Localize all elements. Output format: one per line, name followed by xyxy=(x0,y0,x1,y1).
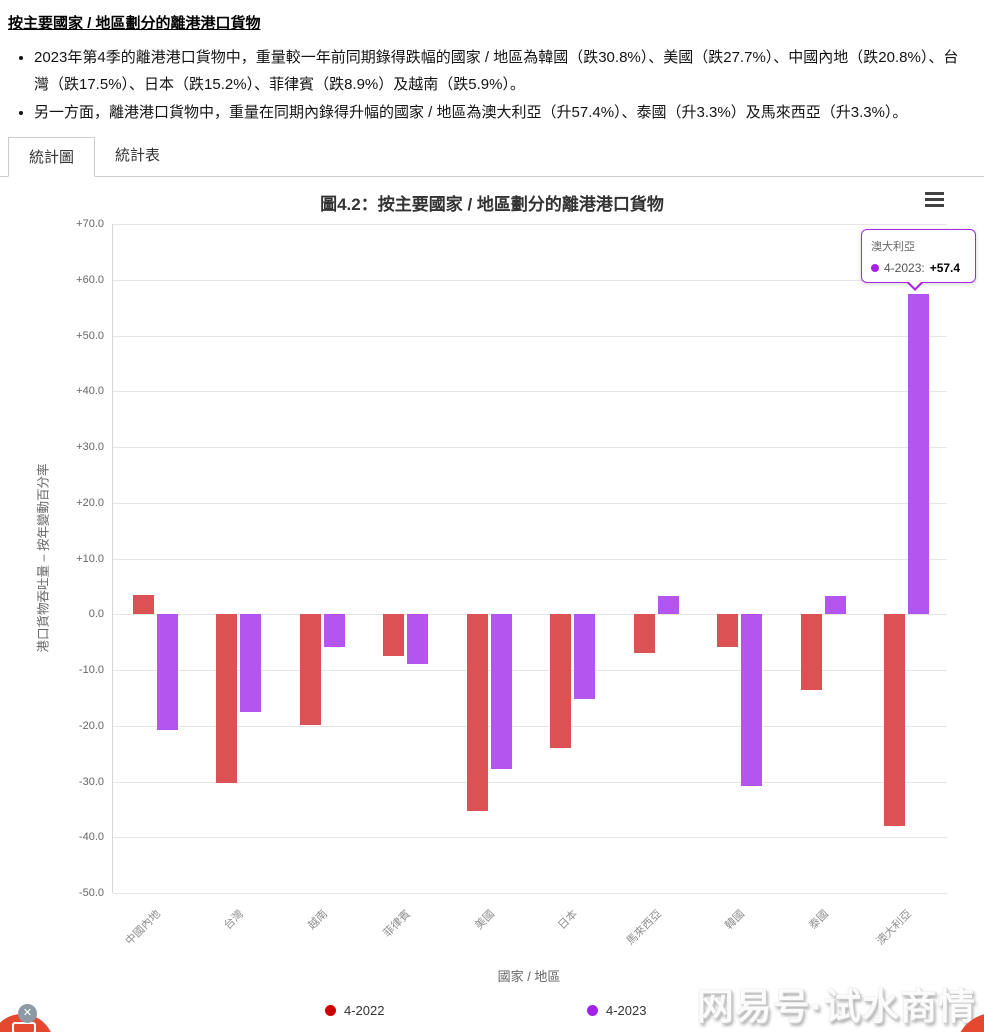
bar-4-2023-越南[interactable] xyxy=(323,614,345,648)
bar-4-2022-菲律賓[interactable] xyxy=(383,614,405,657)
gridline xyxy=(113,502,947,504)
gridline xyxy=(113,781,947,783)
gridline xyxy=(113,614,947,616)
hamburger-icon xyxy=(925,198,944,202)
bar-4-2022-台灣[interactable] xyxy=(216,614,238,784)
y-tick-label: +10.0 xyxy=(76,552,104,565)
watermark: 网易号·试水商情 xyxy=(696,986,976,1028)
y-tick-label: -50.0 xyxy=(78,887,104,900)
series-dot-icon xyxy=(871,264,879,273)
tooltip-category: 澳大利亞 xyxy=(871,241,915,254)
x-axis-label: 澳大利亞 xyxy=(874,908,915,948)
chart-menu-button[interactable] xyxy=(925,192,944,210)
bar-4-2022-中國內地[interactable] xyxy=(132,595,154,615)
y-axis-title: 港口貨物吞吐量 – 按年變動百分率 xyxy=(36,463,51,653)
x-axis-title: 國家 / 地區 xyxy=(497,969,561,985)
chart-tooltip: 澳大利亞 4-2023: +57.4 xyxy=(861,229,976,292)
y-tick-label: +40.0 xyxy=(76,385,104,398)
bar-4-2023-美國[interactable] xyxy=(490,614,512,769)
x-axis-labels: 中國內地 台灣 越南 菲律賓 美國 日本 馬來西亞 韓國 泰國 澳大利亞 xyxy=(112,893,947,973)
bar-4-2022-馬來西亞[interactable] xyxy=(633,614,655,653)
gridline xyxy=(113,279,947,281)
bar-4-2023-日本[interactable] xyxy=(574,614,596,700)
bar-4-2023-馬來西亞[interactable] xyxy=(657,595,679,615)
bar-4-2023-中國內地[interactable] xyxy=(156,614,178,731)
header: 按主要國家 / 地區劃分的離港港口貨物 2023年第4季的離港港口貨物中，重量較… xyxy=(0,0,984,127)
tooltip-arrow xyxy=(908,281,922,289)
legend-item-4-2023[interactable]: 4-2023 xyxy=(587,1003,646,1018)
summary-list: 2023年第4季的離港港口貨物中，重量較一年前同期錄得跌幅的國家 / 地區為韓國… xyxy=(16,45,970,127)
gridline xyxy=(113,558,947,560)
chart-panel: 圖4.2：按主要國家 / 地區劃分的離港港口貨物 +70.0 +60.0 +50.0… xyxy=(0,177,984,1027)
x-axis-label-box: 澳大利亞 xyxy=(758,903,915,948)
bar-4-2023-台灣[interactable] xyxy=(240,614,262,712)
gridline xyxy=(113,670,947,672)
bar-4-2022-澳大利亞[interactable] xyxy=(884,614,906,827)
hamburger-icon xyxy=(925,204,944,208)
y-tick-label: +70.0 xyxy=(76,218,104,231)
tooltip-series-label: 4-2023: xyxy=(884,261,925,276)
bar-4-2022-越南[interactable] xyxy=(299,614,321,726)
gridline xyxy=(113,224,947,226)
page-title: 按主要國家 / 地區劃分的離港港口貨物 xyxy=(8,15,261,32)
legend-item-4-2022[interactable]: 4-2022 xyxy=(325,1003,384,1018)
plot-area xyxy=(112,224,947,895)
legend-dot-icon xyxy=(587,1005,598,1017)
y-tick-label: -20.0 xyxy=(78,719,104,732)
gridline xyxy=(113,893,947,895)
tab-bar: 統計圖 統計表 xyxy=(0,136,984,178)
y-tick-label: -40.0 xyxy=(78,831,104,844)
tab-table[interactable]: 統計表 xyxy=(115,147,161,165)
tooltip-value: +57.4 xyxy=(929,261,961,276)
promo-close-button[interactable]: ✕ xyxy=(18,1004,37,1023)
bar-4-2023-菲律賓[interactable] xyxy=(407,614,429,664)
y-tick-label: +50.0 xyxy=(76,329,104,342)
tab-chart[interactable]: 統計圖 xyxy=(8,137,96,178)
red-packet-icon xyxy=(12,1022,36,1032)
tooltip-value-row: 4-2023: +57.4 xyxy=(871,261,966,275)
gridline xyxy=(113,725,947,727)
y-tick-label: +30.0 xyxy=(76,441,104,454)
bar-4-2022-韓國[interactable] xyxy=(717,614,739,648)
gridline xyxy=(113,447,947,449)
y-tick-label: +60.0 xyxy=(76,273,104,286)
legend-label: 4-2022 xyxy=(344,1003,385,1019)
legend-dot-icon xyxy=(325,1005,336,1017)
bar-4-2022-美國[interactable] xyxy=(466,614,488,812)
legend-label: 4-2023 xyxy=(606,1003,647,1019)
gridline xyxy=(113,335,947,337)
y-axis-ticks: +70.0 +60.0 +50.0 +40.0 +30.0 +20.0 +10.0 0.0 -1… xyxy=(0,218,104,899)
gridline xyxy=(113,837,947,839)
y-tick-label: 0.0 xyxy=(88,608,104,621)
y-tick-label: -30.0 xyxy=(78,775,104,788)
bar-4-2022-泰國[interactable] xyxy=(800,614,822,690)
bar-4-2023-韓國[interactable] xyxy=(741,614,763,787)
y-tick-label: +20.0 xyxy=(76,496,104,509)
bar-4-2023-澳大利亞[interactable] xyxy=(908,294,930,615)
hamburger-icon xyxy=(925,192,944,196)
summary-bullet-1: 2023年第4季的離港港口貨物中，重量較一年前同期錄得跌幅的國家 / 地區為韓國… xyxy=(34,45,970,98)
y-tick-label: -10.0 xyxy=(78,664,104,677)
bar-4-2023-泰國[interactable] xyxy=(824,595,846,615)
gridline xyxy=(113,391,947,393)
legend: 4-2022 4-2023 xyxy=(0,1003,984,1023)
summary-bullet-2: 另一方面，離港港口貨物中，重量在同期內錄得升幅的國家 / 地區為澳大利亞（升57… xyxy=(34,100,970,127)
chart-title: 圖4.2：按主要國家 / 地區劃分的離港港口貨物 xyxy=(320,195,664,215)
bar-4-2022-日本[interactable] xyxy=(550,614,572,748)
